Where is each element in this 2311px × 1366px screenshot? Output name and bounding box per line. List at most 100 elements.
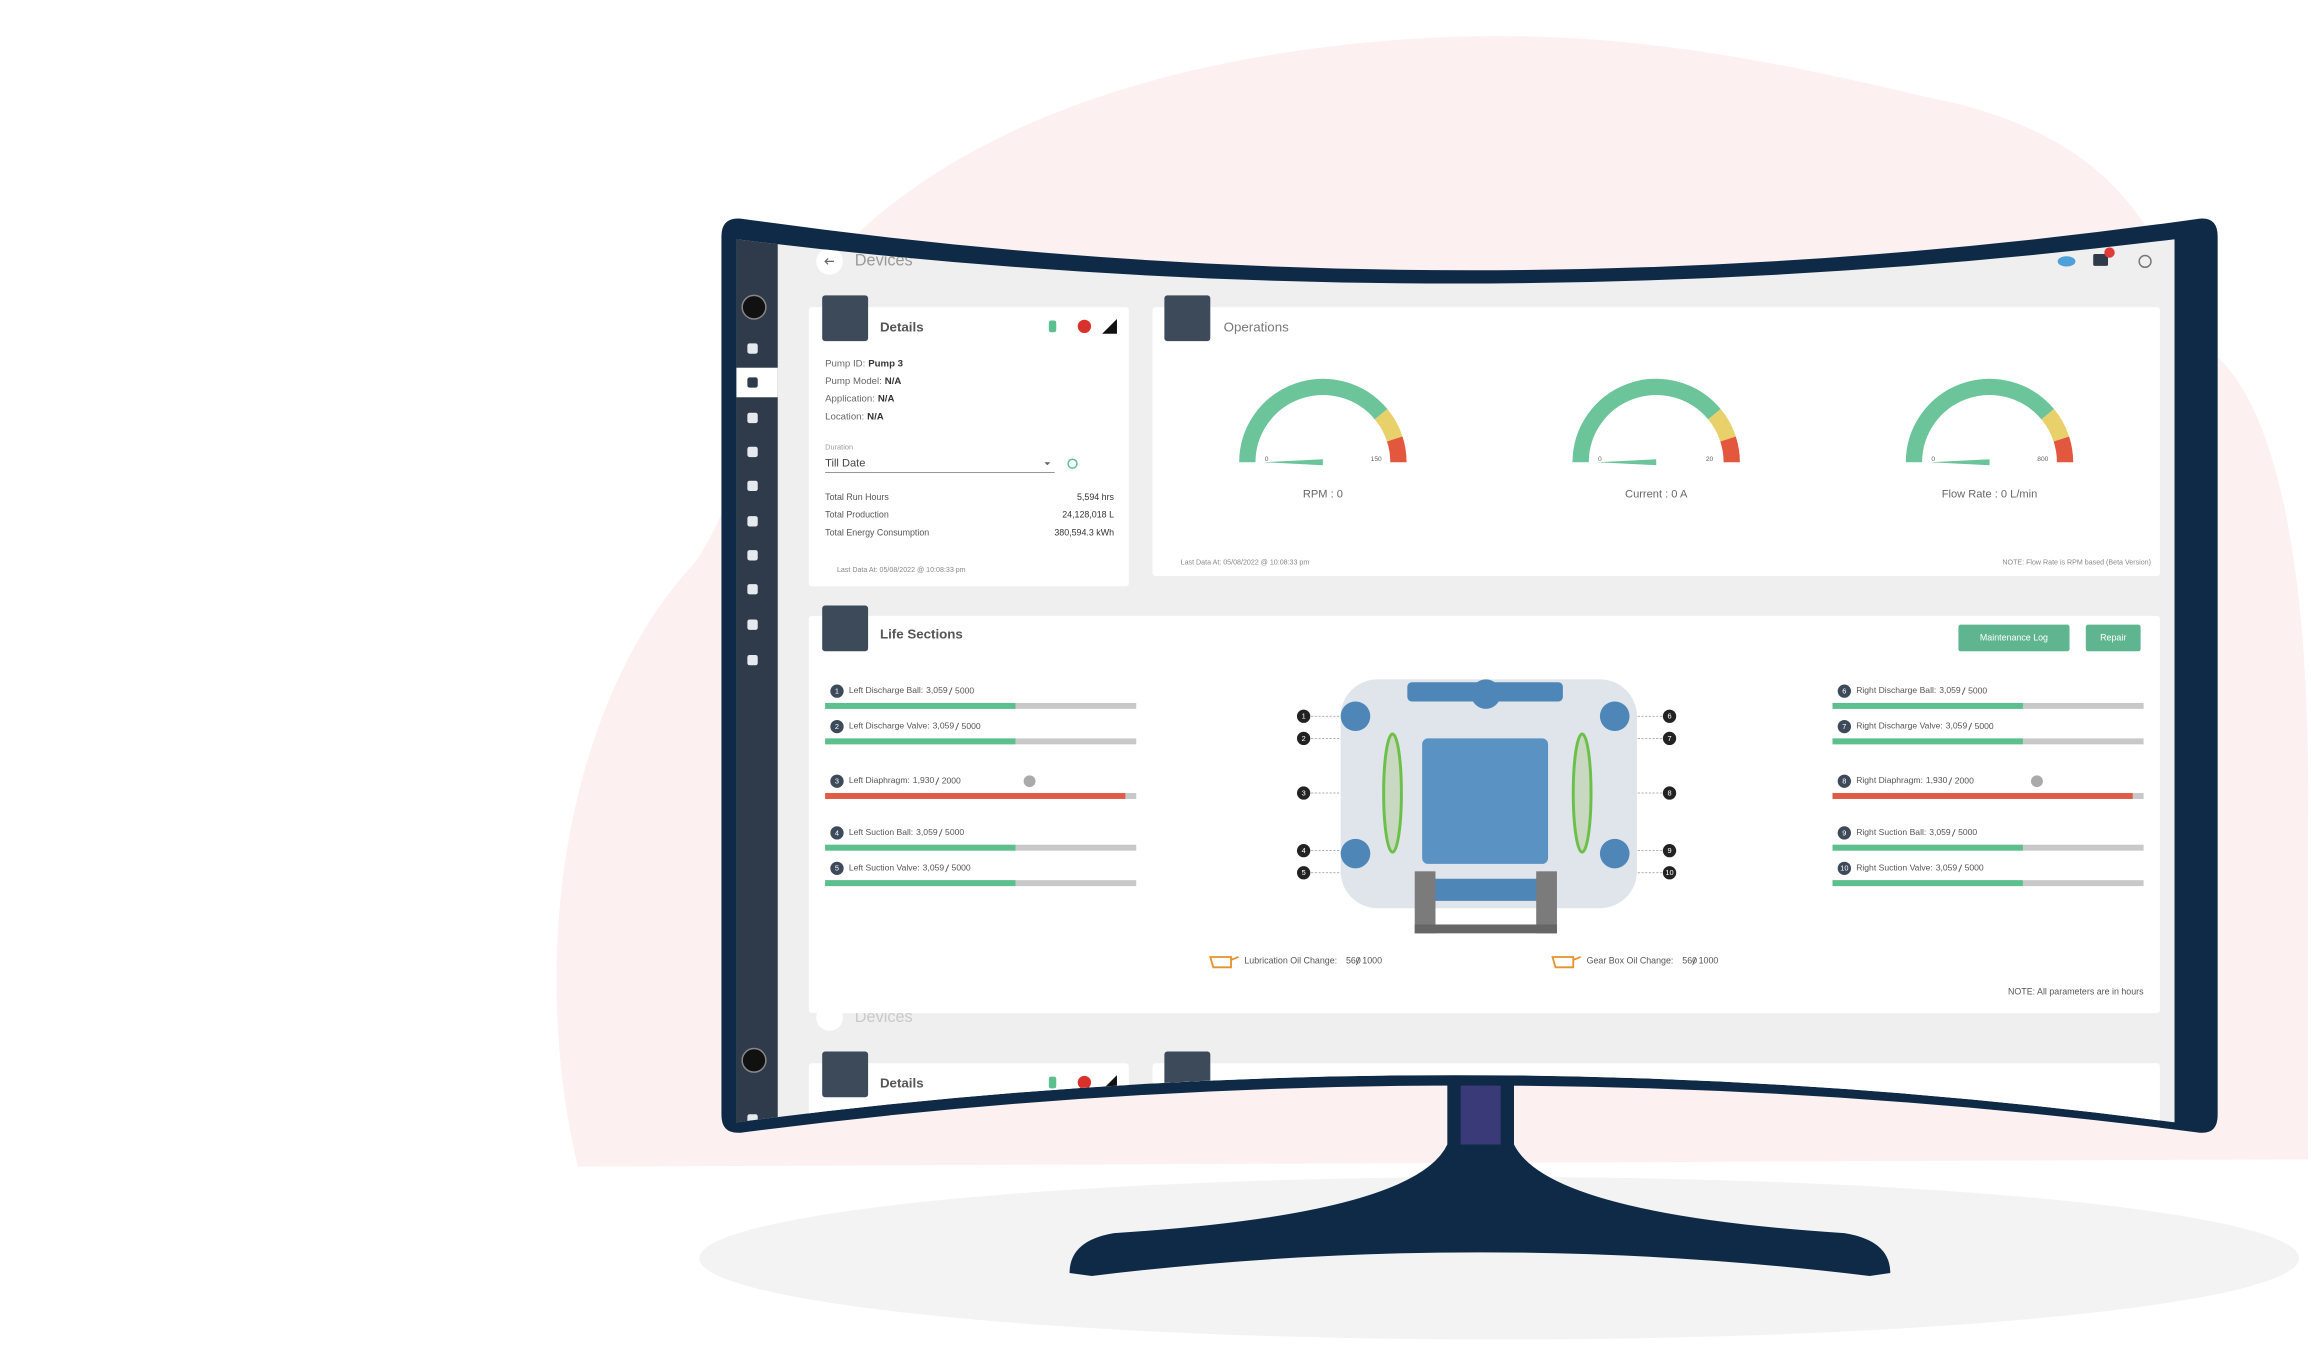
card-icon [1164, 295, 1211, 342]
card-title: Operations [1224, 319, 1289, 334]
callout-number: 3 [1302, 788, 1306, 797]
card-title: Details [880, 1076, 924, 1091]
gauge-min: 0 [1598, 456, 1602, 463]
avatar[interactable] [741, 1047, 767, 1073]
item-badge [1837, 774, 1852, 788]
pump-diaphragm [1571, 732, 1593, 854]
messages-icon[interactable] [2093, 254, 2109, 266]
bar-fill [1832, 793, 2133, 799]
card-icon [822, 1051, 869, 1098]
item-name: Right Suction Valve: [1856, 863, 1933, 873]
gauge-min: 0 [1931, 456, 1935, 463]
pump-ball [1340, 701, 1371, 732]
item-label: Right Discharge Ball: 3,059 [1856, 685, 1961, 695]
item-label: Right Discharge Valve: 3,059 [1856, 721, 1967, 731]
card-icon [822, 295, 869, 342]
sidebar-icon[interactable] [747, 412, 758, 424]
callout-badge [1296, 731, 1311, 746]
power-icon[interactable] [2138, 254, 2152, 269]
gauge-zone [2041, 409, 2070, 442]
duration-select: Till Date [825, 458, 865, 470]
item-badge [830, 719, 844, 734]
pump-ball [1599, 838, 1630, 869]
stand-base [1069, 1144, 1891, 1276]
operations-note: NOTE: Flow Rate is RPM based (Beta Versi… [2002, 559, 2151, 567]
sidebar-icon[interactable] [747, 343, 758, 354]
gauge-needle [1596, 459, 1657, 466]
callout-number: 5 [1302, 868, 1306, 877]
callout-number: 8 [1667, 788, 1671, 797]
item-limit: 5000 [952, 863, 971, 873]
item-name: Left Discharge Ball: [849, 685, 923, 695]
cloud-icon[interactable] [2057, 256, 2076, 267]
separator [1355, 957, 1360, 966]
card [1152, 307, 2160, 576]
item-used: 3,059 [933, 721, 955, 731]
button[interactable] [2085, 624, 2141, 652]
oil-name: Gear Box Oil Change: [1587, 956, 1674, 966]
bar-fill [1832, 702, 2023, 709]
status-plug [1048, 320, 1057, 333]
sidebar-icon[interactable] [747, 446, 758, 458]
field-label: Pump ID: [825, 358, 865, 369]
pump-ball [1471, 679, 1501, 709]
item-label: Right Diaphragm: 1,930 [1856, 776, 1947, 786]
item-badge [1837, 684, 1852, 698]
refresh-icon[interactable] [1067, 458, 1078, 469]
separator [1961, 687, 1966, 695]
item-name: Left Diaphragm: [849, 776, 910, 786]
gauge-zone [1707, 409, 1736, 442]
callout-number: 7 [1667, 734, 1671, 743]
sidebar-icon[interactable] [747, 654, 758, 666]
stand-neck-inner [1460, 1078, 1501, 1164]
oil-limit: 1000 [1362, 956, 1382, 966]
callout-badge [1662, 731, 1677, 746]
select-caret [1044, 462, 1051, 466]
check-icon[interactable] [2030, 775, 2043, 788]
item-number: 10 [1840, 864, 1848, 873]
separator [938, 829, 943, 837]
bar-fill [1832, 880, 2023, 887]
field-value: N/A [878, 393, 895, 404]
total-value: 380,594.3 kWh [1054, 527, 1114, 537]
sidebar-icon[interactable] [747, 516, 758, 527]
item-name: Right Suction Ball: [1856, 827, 1926, 837]
sidebar-icon[interactable] [747, 377, 758, 388]
button[interactable] [1958, 624, 2070, 652]
oil-name: Lubrication Oil Change: [1244, 956, 1337, 966]
check-icon[interactable] [1023, 775, 1036, 788]
callout-number: 9 [1667, 846, 1671, 855]
sidebar-icon[interactable] [747, 619, 758, 630]
item-name: Right Diaphragm: [1856, 776, 1923, 786]
sidebar-icon[interactable] [747, 584, 758, 595]
last-data: Last Data At: 05/08/2022 @ 10:08:33 pm [1181, 559, 1310, 567]
total-label: Total Energy Consumption [825, 527, 929, 537]
avatar[interactable] [741, 294, 767, 320]
item-badge [830, 826, 844, 840]
sidebar-icon[interactable] [747, 550, 758, 561]
item-used: 3,059 [1939, 685, 1961, 695]
item-label: Left Suction Ball: 3,059 [849, 827, 938, 837]
gauge-zone [2053, 436, 2074, 463]
sidebar-icon[interactable] [747, 480, 758, 492]
item-number: 6 [1842, 687, 1846, 696]
item-label: Right Suction Ball: 3,059 [1856, 827, 1951, 837]
field-label: Pump Model: [825, 376, 882, 387]
detail-field: Location: N/A [825, 411, 884, 422]
separator [1958, 864, 1963, 873]
item-label: Left Suction Valve: 3,059 [849, 863, 945, 873]
item-used: 3,059 [1929, 827, 1951, 837]
field-value: Pump 3 [868, 358, 903, 369]
detail-field: Pump ID: Pump 3 [825, 358, 903, 369]
back-arrow [824, 258, 835, 265]
bar-fill [825, 880, 1016, 887]
detail-field: Pump Model: N/A [825, 376, 901, 387]
bar-fill [1832, 844, 2023, 851]
card [808, 307, 1129, 587]
item-badge [1837, 861, 1852, 876]
item-used: 3,059 [916, 827, 938, 837]
sidebar [736, 239, 778, 1123]
callout-badge [1296, 866, 1311, 880]
item-badge [830, 684, 844, 698]
item-number: 9 [1842, 828, 1846, 837]
